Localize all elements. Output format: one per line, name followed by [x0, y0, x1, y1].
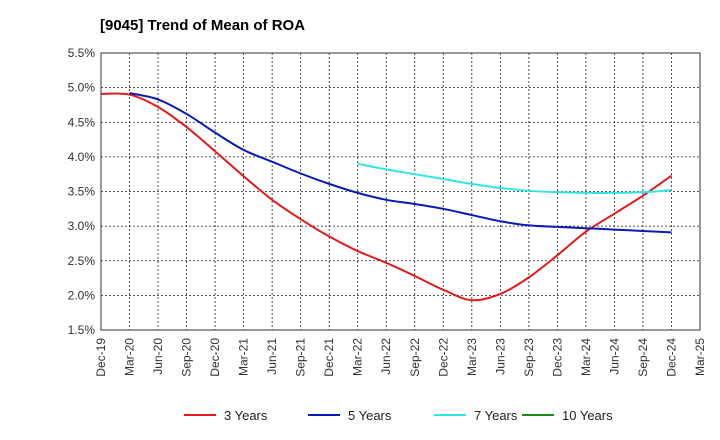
- y-tick-label: 4.5%: [68, 115, 96, 129]
- x-tick-label: Dec-19: [94, 338, 108, 377]
- roa-trend-chart: [9045] Trend of Mean of ROA 1.5% 2.0% 2.5%…: [0, 0, 720, 440]
- x-tick-label: Mar-20: [123, 338, 137, 376]
- x-tick-label: Dec-23: [550, 338, 564, 377]
- x-tick-label: Dec-22: [436, 338, 450, 377]
- x-tick-label: Mar-23: [465, 338, 479, 376]
- x-tick-label: Sep-22: [408, 338, 422, 377]
- y-tick-label: 3.0%: [68, 219, 96, 233]
- x-axis-ticks: Dec-19 Mar-20 Jun-20 Sep-20 Dec-20 Mar-21 Jun-…: [94, 338, 707, 377]
- x-tick-label: Dec-24: [664, 338, 678, 377]
- y-tick-label: 5.5%: [68, 46, 96, 60]
- y-tick-label: 2.0%: [68, 288, 96, 302]
- x-tick-label: Jun-22: [379, 338, 393, 375]
- x-tick-label: Sep-24: [636, 338, 650, 377]
- x-tick-label: Jun-23: [493, 338, 507, 375]
- x-tick-label: Mar-22: [351, 338, 365, 376]
- y-tick-label: 1.5%: [68, 323, 96, 337]
- x-tick-label: Sep-23: [522, 338, 536, 377]
- x-tick-label: Jun-20: [151, 338, 165, 375]
- legend-label: 10 Years: [562, 408, 613, 423]
- y-tick-label: 3.5%: [68, 185, 96, 199]
- x-tick-label: Mar-25: [693, 338, 707, 376]
- legend-label: 5 Years: [348, 408, 392, 423]
- x-tick-label: Mar-24: [579, 338, 593, 376]
- y-tick-label: 5.0%: [68, 81, 96, 95]
- x-tick-label: Mar-21: [237, 338, 251, 376]
- y-axis-ticks: 1.5% 2.0% 2.5% 3.0% 3.5% 4.0% 4.5% 5.0% 5.5%: [68, 46, 96, 337]
- x-tick-label: Sep-20: [180, 338, 194, 377]
- grid-lines: [101, 53, 700, 330]
- x-tick-label: Dec-20: [208, 338, 222, 377]
- series-line-7-years: [358, 164, 672, 193]
- x-tick-label: Dec-21: [322, 338, 336, 377]
- legend-label: 3 Years: [224, 408, 268, 423]
- series-line-5-years: [130, 93, 672, 232]
- y-tick-label: 4.0%: [68, 150, 96, 164]
- x-tick-label: Jun-24: [607, 338, 621, 375]
- y-tick-label: 2.5%: [68, 254, 96, 268]
- x-tick-label: Jun-21: [265, 338, 279, 375]
- x-tick-label: Sep-21: [294, 338, 308, 377]
- chart-title: [9045] Trend of Mean of ROA: [100, 17, 305, 34]
- legend-label: 7 Years: [474, 408, 518, 423]
- legend: 3 Years 5 Years 7 Years 10 Years: [184, 408, 613, 423]
